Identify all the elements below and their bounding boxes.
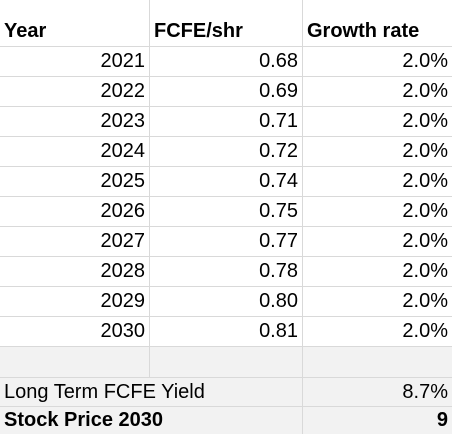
price-label[interactable]: Stock Price 2030 [0, 407, 303, 434]
price-value[interactable]: 9 [436, 409, 448, 431]
year-cell[interactable]: 2025 [0, 167, 150, 196]
growth-cell[interactable]: 2.0% [402, 320, 448, 342]
table-row: 2027 0.77 2.0% [0, 227, 452, 257]
fcfe-cell[interactable]: 0.68 [150, 47, 303, 76]
year-cell[interactable]: 2027 [0, 227, 150, 256]
year-cell[interactable]: 2026 [0, 197, 150, 226]
empty-cell[interactable] [150, 347, 303, 377]
header-row: Year FCFE/shr Growth rate [0, 0, 452, 47]
year-cell[interactable]: 2029 [0, 287, 150, 316]
growth-cell[interactable]: 2.0% [402, 80, 448, 102]
fcfe-cell[interactable]: 0.75 [150, 197, 303, 226]
table-row: 2024 0.72 2.0% [0, 137, 452, 167]
growth-cell[interactable]: 2.0% [402, 170, 448, 192]
growth-cell[interactable]: 2.0% [402, 200, 448, 222]
table-row: 2028 0.78 2.0% [0, 257, 452, 287]
table-row: 2022 0.69 2.0% [0, 77, 452, 107]
price-row: Stock Price 2030 9 [0, 407, 452, 434]
yield-label[interactable]: Long Term FCFE Yield [0, 378, 303, 406]
year-cell[interactable]: 2030 [0, 317, 150, 346]
empty-cell[interactable] [303, 347, 452, 377]
fcfe-cell[interactable]: 0.71 [150, 107, 303, 136]
growth-cell[interactable]: 2.0% [402, 110, 448, 132]
fcfe-cell[interactable]: 0.81 [150, 317, 303, 346]
table-row: 2030 0.81 2.0% [0, 317, 452, 347]
yield-row: Long Term FCFE Yield 8.7% [0, 378, 452, 407]
year-cell[interactable]: 2024 [0, 137, 150, 166]
table-row: 2029 0.80 2.0% [0, 287, 452, 317]
fcfe-cell[interactable]: 0.74 [150, 167, 303, 196]
header-fcfe[interactable]: FCFE/shr [150, 0, 303, 46]
year-cell[interactable]: 2028 [0, 257, 150, 286]
growth-cell[interactable]: 2.0% [402, 290, 448, 312]
fcfe-cell[interactable]: 0.77 [150, 227, 303, 256]
growth-cell[interactable]: 2.0% [402, 140, 448, 162]
table-row: 2021 0.68 2.0% [0, 47, 452, 77]
yield-value[interactable]: 8.7% [402, 380, 448, 403]
fcfe-cell[interactable]: 0.80 [150, 287, 303, 316]
growth-cell[interactable]: 2.0% [402, 50, 448, 72]
year-cell[interactable]: 2023 [0, 107, 150, 136]
fcfe-cell[interactable]: 0.69 [150, 77, 303, 106]
growth-cell[interactable]: 2.0% [402, 260, 448, 282]
growth-cell[interactable]: 2.0% [402, 230, 448, 252]
year-cell[interactable]: 2021 [0, 47, 150, 76]
fcfe-cell[interactable]: 0.78 [150, 257, 303, 286]
table-row: 2025 0.74 2.0% [0, 167, 452, 197]
empty-cell[interactable] [0, 347, 150, 377]
header-year[interactable]: Year [0, 0, 150, 46]
table-row: 2026 0.75 2.0% [0, 197, 452, 227]
header-growth[interactable]: Growth rate [307, 20, 420, 42]
fcfe-cell[interactable]: 0.72 [150, 137, 303, 166]
year-cell[interactable]: 2022 [0, 77, 150, 106]
empty-row [0, 347, 452, 378]
table-row: 2023 0.71 2.0% [0, 107, 452, 137]
